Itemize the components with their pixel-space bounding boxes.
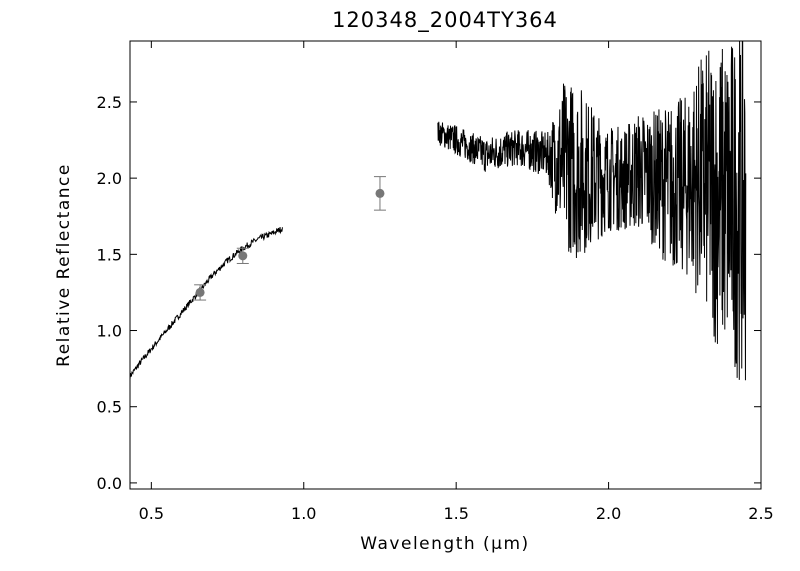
spectra-group [130,41,747,381]
x-tick-label: 2.0 [596,504,621,523]
y-tick-label: 2.0 [97,169,122,188]
y-tick-label: 2.5 [97,93,122,112]
y-tick-label: 0.0 [97,474,122,493]
x-tick-label: 0.5 [139,504,164,523]
x-axis-label: Wavelength (μm) [360,534,529,554]
chart-title: 120348_2004TY364 [332,8,558,33]
plot-frame [129,40,762,490]
spectrum-line-near-infrared-spectrum [437,41,747,381]
y-tick-label: 1.5 [97,245,122,264]
photometry-point [238,251,248,261]
photometry-group [194,176,386,301]
x-tick-label: 1.0 [291,504,316,523]
photometry-point [195,287,205,297]
x-tick-label: 1.5 [443,504,468,523]
ticks-group: 0.5 1.0 1.5 2.0 2.5 0.0 0.5 1.0 1.5 2.0 2.5 [97,41,774,523]
x-tick-label: 2.5 [748,504,773,523]
y-tick-label: 1.0 [97,322,122,341]
y-tick-label: 0.5 [97,398,122,417]
y-axis-label: Relative Reflectance [54,163,74,367]
photometry-point [375,188,385,198]
spectrum-line-visible-spectrum [130,226,283,380]
